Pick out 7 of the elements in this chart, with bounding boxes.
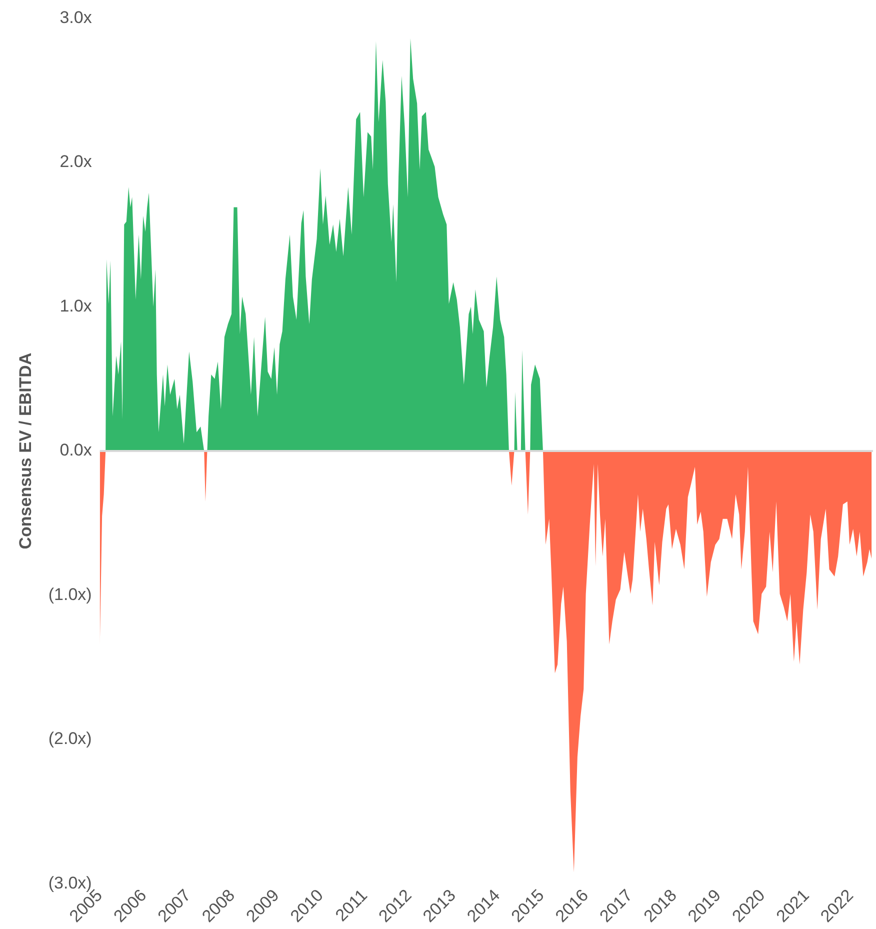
y-tick-label: (2.0x) — [48, 729, 92, 748]
y-tick-label: 3.0x — [60, 8, 92, 27]
y-tick-label: 0.0x — [60, 440, 92, 460]
y-tick-label: 1.0x — [60, 296, 92, 316]
y-tick-label: (1.0x) — [48, 584, 92, 604]
y-axis-title: Consensus EV / EBITDA — [16, 352, 35, 550]
y-tick-label: 2.0x — [60, 152, 92, 172]
